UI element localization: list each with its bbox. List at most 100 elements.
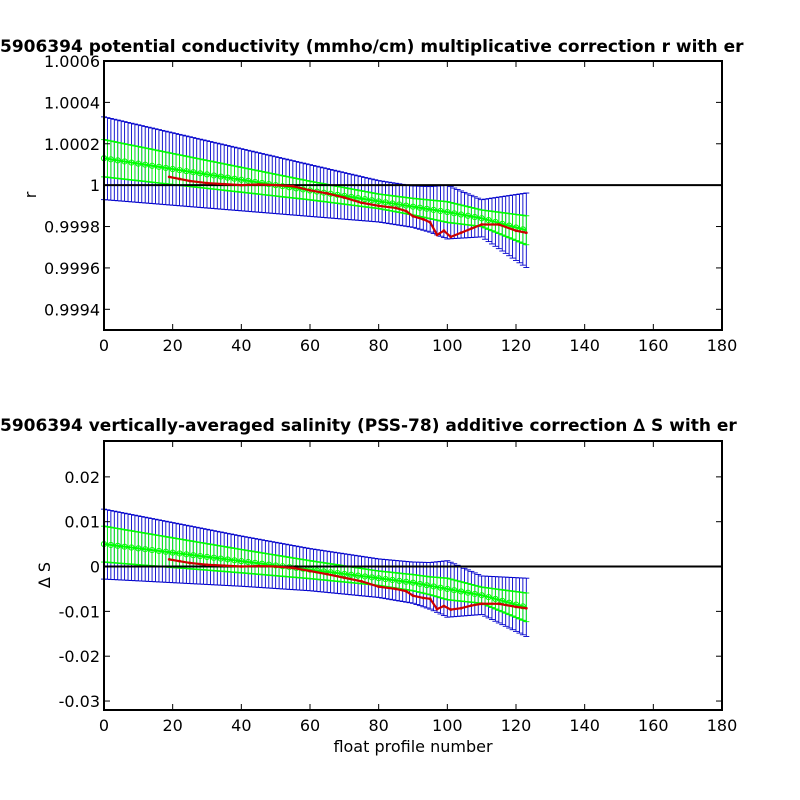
- fit-point: [437, 584, 444, 591]
- fit-point: [210, 554, 217, 561]
- fit-point: [457, 211, 465, 218]
- x-tick-label: 160: [638, 716, 669, 735]
- fit-point: [485, 217, 492, 224]
- profile-correction-point: [205, 563, 209, 567]
- fit-point: [169, 549, 176, 556]
- profile-correction-point: [404, 209, 408, 213]
- fit-point: [169, 165, 176, 173]
- profile-correction-point: [167, 557, 171, 561]
- fit-point: [478, 215, 485, 222]
- fit-point: [231, 557, 238, 564]
- profile-correction-point: [205, 181, 209, 185]
- fit-point: [245, 177, 252, 184]
- fit-point: [210, 172, 217, 179]
- fit-point: [382, 199, 389, 206]
- fit-point: [444, 208, 451, 216]
- fit-point: [231, 175, 238, 182]
- x-tick-label: 40: [231, 716, 251, 735]
- y-axis-label: ∆ S: [35, 562, 54, 589]
- fit-point: [203, 553, 211, 560]
- x-tick-label: 140: [569, 716, 600, 735]
- fit-point: [430, 583, 437, 590]
- fit-point: [375, 575, 382, 582]
- fit-point: [492, 595, 499, 603]
- panel-title: 5906394 vertically-averaged salinity (PS…: [0, 416, 737, 436]
- profile-correction-point: [428, 221, 432, 224]
- fit-point: [464, 589, 472, 596]
- fit-point: [354, 572, 362, 579]
- fit-point: [148, 546, 156, 554]
- fit-point: [190, 552, 197, 559]
- fit-point: [148, 162, 156, 169]
- profile-correction-point: [239, 183, 243, 187]
- profile-correction-point: [308, 188, 312, 192]
- y-tick-label: -0.02: [59, 647, 100, 666]
- fit-point: [107, 156, 114, 163]
- fit-point: [190, 169, 197, 176]
- fit-point: [348, 571, 355, 578]
- fit-point: [368, 574, 375, 581]
- profile-correction-point: [449, 608, 453, 611]
- profile-correction-point: [188, 561, 192, 565]
- profile-correction-point: [459, 231, 463, 235]
- profile-correction-point: [308, 569, 312, 573]
- profile-correction-point: [411, 214, 415, 218]
- profile-correction-point: [421, 217, 425, 221]
- fit-point: [430, 206, 437, 214]
- fit-point: [176, 166, 183, 174]
- y-tick-label: 1.0006: [44, 52, 100, 71]
- profile-correction-point: [394, 587, 398, 591]
- profile-correction-point: [469, 604, 473, 607]
- fit-point: [203, 171, 211, 178]
- axes-frame: [103, 60, 723, 331]
- y-tick-label: 1.0002: [44, 135, 100, 154]
- y-tick-label: 0.9998: [44, 218, 100, 237]
- fit-point: [197, 170, 204, 177]
- fit-point: [396, 577, 403, 584]
- panel-conductivity-correction: 5906394 potential conductivity (mmho/cm)…: [0, 37, 744, 355]
- profile-correction-point: [178, 559, 181, 563]
- fit-point: [224, 174, 231, 181]
- profile-correction-point: [514, 605, 518, 609]
- y-tick-label: -0.01: [59, 602, 100, 621]
- fit-point: [121, 158, 128, 165]
- fit-point: [361, 196, 369, 203]
- y-tick-label: 0.01: [64, 513, 100, 532]
- fit-point: [382, 575, 389, 583]
- profile-correction-point: [257, 183, 260, 186]
- profile-correction-point: [291, 566, 295, 570]
- profile-correction-point: [257, 564, 260, 568]
- fit-point: [238, 176, 245, 183]
- fit-point: [162, 548, 169, 555]
- fit-point: [183, 551, 190, 558]
- fit-point: [361, 573, 369, 580]
- profile-correction-point: [167, 175, 171, 179]
- x-tick-label: 80: [368, 336, 388, 355]
- fit-point: [409, 203, 417, 210]
- profile-correction-point: [360, 201, 363, 205]
- fit-point: [464, 212, 472, 219]
- profile-correction-point: [428, 597, 432, 601]
- fit-point: [128, 159, 135, 166]
- fit-point: [471, 590, 478, 598]
- fit-point: [197, 552, 204, 560]
- fit-point: [403, 202, 410, 209]
- fit-point: [142, 161, 149, 168]
- x-tick-label: 20: [162, 336, 182, 355]
- profile-correction-point: [377, 204, 381, 208]
- fit-point: [368, 197, 375, 204]
- fit-point: [389, 200, 396, 207]
- fit-point: [162, 164, 169, 172]
- fit-point: [416, 580, 423, 588]
- profile-correction-point: [497, 223, 501, 226]
- profile-correction-point: [442, 604, 446, 608]
- profile-correction-point: [394, 206, 398, 210]
- profile-correction-point: [421, 596, 425, 600]
- fit-point: [114, 542, 121, 549]
- fit-point: [409, 579, 417, 586]
- fit-point: [444, 585, 451, 593]
- profile-correction-point: [449, 235, 453, 239]
- fit-point: [457, 588, 465, 595]
- fit-point: [155, 547, 163, 555]
- profile-correction-line: [169, 558, 527, 611]
